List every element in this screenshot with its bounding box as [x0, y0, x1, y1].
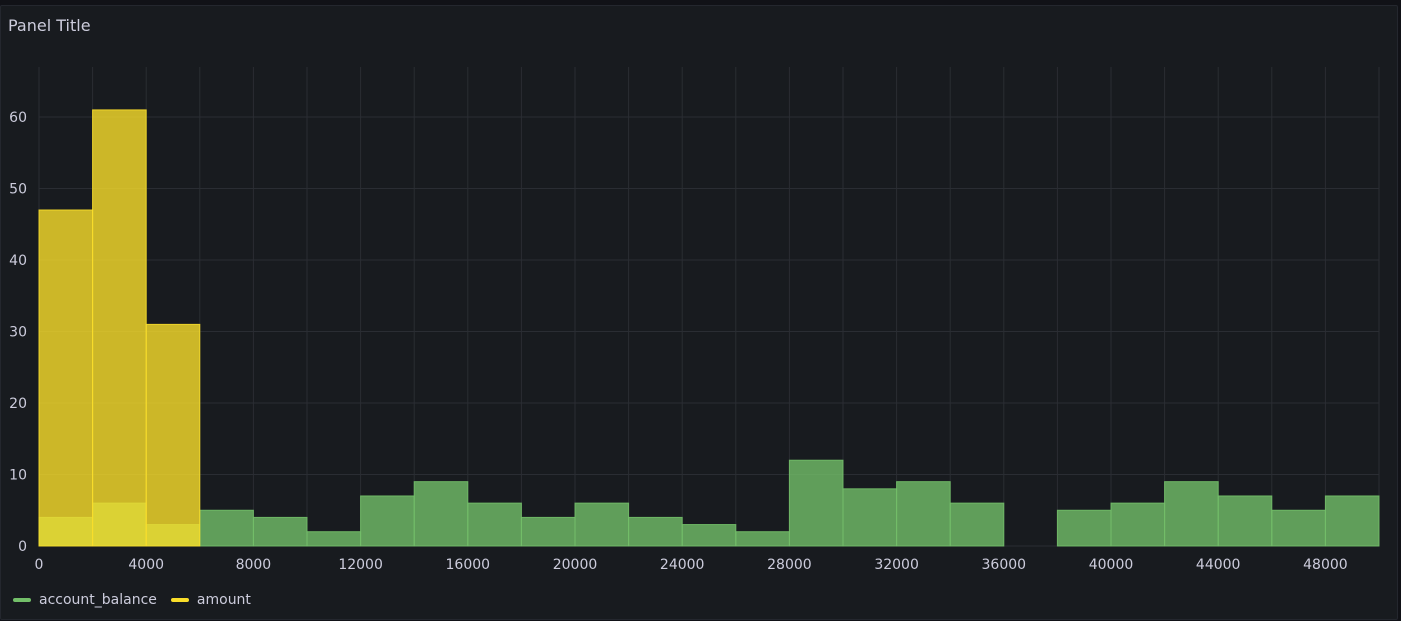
bar-account-balance[interactable] [1056, 509, 1112, 547]
histogram-chart: 0 10 20 30 40 50 60 0 4000 8000 12000 16000 20000 24… [9, 67, 1380, 573]
y-tick-label: 10 [9, 468, 27, 484]
legend-swatch-amount [170, 598, 189, 602]
bar-account-balance[interactable] [1164, 481, 1219, 547]
bar-account-balance[interactable] [252, 516, 308, 547]
y-tick-label: 30 [9, 325, 27, 341]
x-tick-label: 12000 [338, 557, 383, 573]
x-tick-label: 20000 [553, 557, 598, 573]
bar-account-balance[interactable] [896, 481, 951, 547]
y-axis: 0 10 20 30 40 50 60 [9, 110, 27, 555]
panel-title[interactable]: Panel Title [8, 16, 91, 35]
bar-amount[interactable] [92, 109, 147, 547]
bar-account-balance[interactable] [628, 516, 683, 547]
x-tick-label: 36000 [982, 557, 1027, 573]
bar-account-balance[interactable] [735, 531, 790, 547]
bar-account-balance[interactable] [949, 502, 1005, 547]
y-tick-label: 0 [18, 539, 27, 555]
x-tick-label: 24000 [660, 557, 705, 573]
bar-account-balance[interactable] [574, 502, 630, 547]
bar-amount[interactable] [38, 209, 94, 547]
x-tick-label: 16000 [446, 557, 491, 573]
bar-account-balance[interactable] [360, 495, 415, 547]
bar-account-balance[interactable] [842, 488, 898, 547]
legend: account_balance amount [13, 592, 251, 608]
bars [38, 109, 1380, 547]
legend-item-amount[interactable]: amount [170, 592, 251, 608]
bar-account-balance[interactable] [467, 502, 522, 547]
x-tick-label: 32000 [874, 557, 919, 573]
bar-account-balance[interactable] [1271, 509, 1326, 547]
y-tick-label: 50 [9, 182, 27, 198]
x-tick-label: 40000 [1089, 557, 1134, 573]
bar-account-balance[interactable] [1324, 495, 1380, 547]
y-tick-label: 60 [9, 110, 27, 126]
bar-account-balance[interactable] [788, 459, 844, 547]
x-tick-label: 8000 [236, 557, 272, 573]
x-tick-label: 44000 [1196, 557, 1241, 573]
bar-amount[interactable] [145, 323, 201, 547]
bar-account-balance[interactable] [413, 481, 469, 547]
bar-account-balance[interactable] [1110, 502, 1166, 547]
bar-account-balance[interactable] [681, 524, 737, 547]
legend-item-account-balance[interactable]: account_balance [13, 592, 157, 608]
bar-account-balance[interactable] [199, 509, 254, 547]
bar-account-balance[interactable] [1217, 495, 1273, 547]
bar-account-balance[interactable] [306, 531, 362, 547]
legend-label-amount: amount [196, 592, 251, 608]
panel: Panel Title 0 10 20 30 40 50 60 0 4000 8000 12000… [0, 5, 1398, 620]
grid [38, 67, 1380, 547]
y-tick-label: 20 [9, 396, 27, 412]
y-tick-label: 40 [9, 253, 27, 269]
legend-swatch-account-balance [13, 598, 31, 602]
bar-account-balance[interactable] [520, 516, 576, 547]
x-tick-label: 4000 [128, 557, 164, 573]
x-tick-label: 48000 [1303, 557, 1348, 573]
x-tick-label: 0 [35, 557, 44, 573]
x-axis: 0 4000 8000 12000 16000 20000 24000 28000 32000 3… [35, 557, 1348, 573]
legend-label-account-balance: account_balance [39, 592, 157, 608]
x-tick-label: 28000 [767, 557, 812, 573]
